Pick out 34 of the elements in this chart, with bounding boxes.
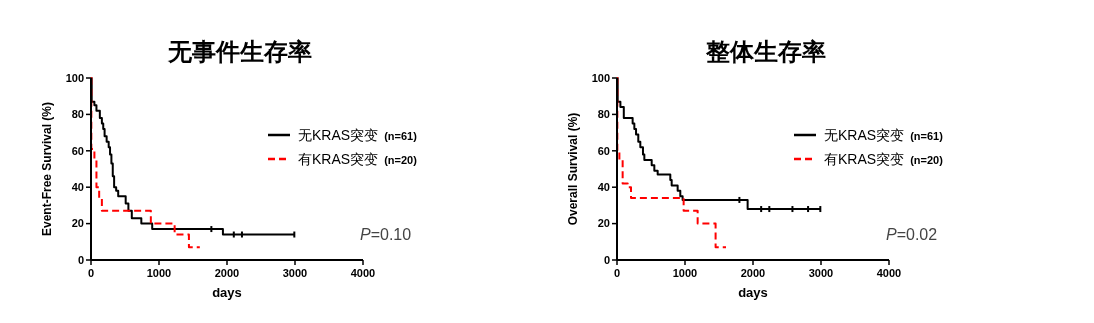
- x-tick-label: 2000: [740, 267, 766, 279]
- legend-label: 无KRAS突变 (n=61): [824, 126, 944, 143]
- annotation: P=0.02: [886, 226, 938, 243]
- x-tick-label: 4000: [876, 267, 902, 279]
- x-tick-label: 2000: [214, 267, 240, 279]
- chart-title: 无事件生存率: [167, 38, 312, 65]
- x-axis-title: days: [212, 285, 242, 300]
- y-tick-label: 20: [597, 217, 610, 230]
- y-tick-label: 60: [71, 144, 84, 157]
- x-axis-title: days: [738, 285, 768, 300]
- x-tick-label: 1000: [672, 267, 698, 279]
- legend-label: 有KRAS突变 (n=20): [824, 150, 944, 167]
- y-tick-label: 60: [597, 144, 610, 157]
- y-tick-label: 0: [603, 253, 610, 266]
- y-tick-label: 20: [71, 217, 84, 230]
- y-tick-label: 100: [65, 71, 84, 84]
- x-tick-label: 3000: [808, 267, 834, 279]
- x-tick-label: 3000: [282, 267, 308, 279]
- x-tick-label: 4000: [350, 267, 376, 279]
- legend-label: 无KRAS突变 (n=61): [298, 126, 418, 143]
- chart-title: 整体生存率: [705, 38, 826, 65]
- x-tick-label: 0: [613, 267, 621, 279]
- x-tick-label: 0: [87, 267, 95, 279]
- y-axis-title: Event-Free Survival (%): [40, 101, 54, 237]
- y-tick-label: 40: [71, 181, 84, 194]
- legend-label: 有KRAS突变 (n=20): [298, 150, 418, 167]
- y-tick-label: 40: [597, 181, 610, 194]
- y-tick-label: 100: [591, 71, 610, 84]
- y-tick-label: 80: [71, 108, 84, 121]
- annotation: P=0.10: [360, 226, 412, 243]
- y-tick-label: 0: [77, 253, 84, 266]
- y-axis-title: Overall Survival (%): [566, 112, 580, 226]
- y-tick-label: 80: [597, 108, 610, 121]
- x-tick-label: 1000: [146, 267, 172, 279]
